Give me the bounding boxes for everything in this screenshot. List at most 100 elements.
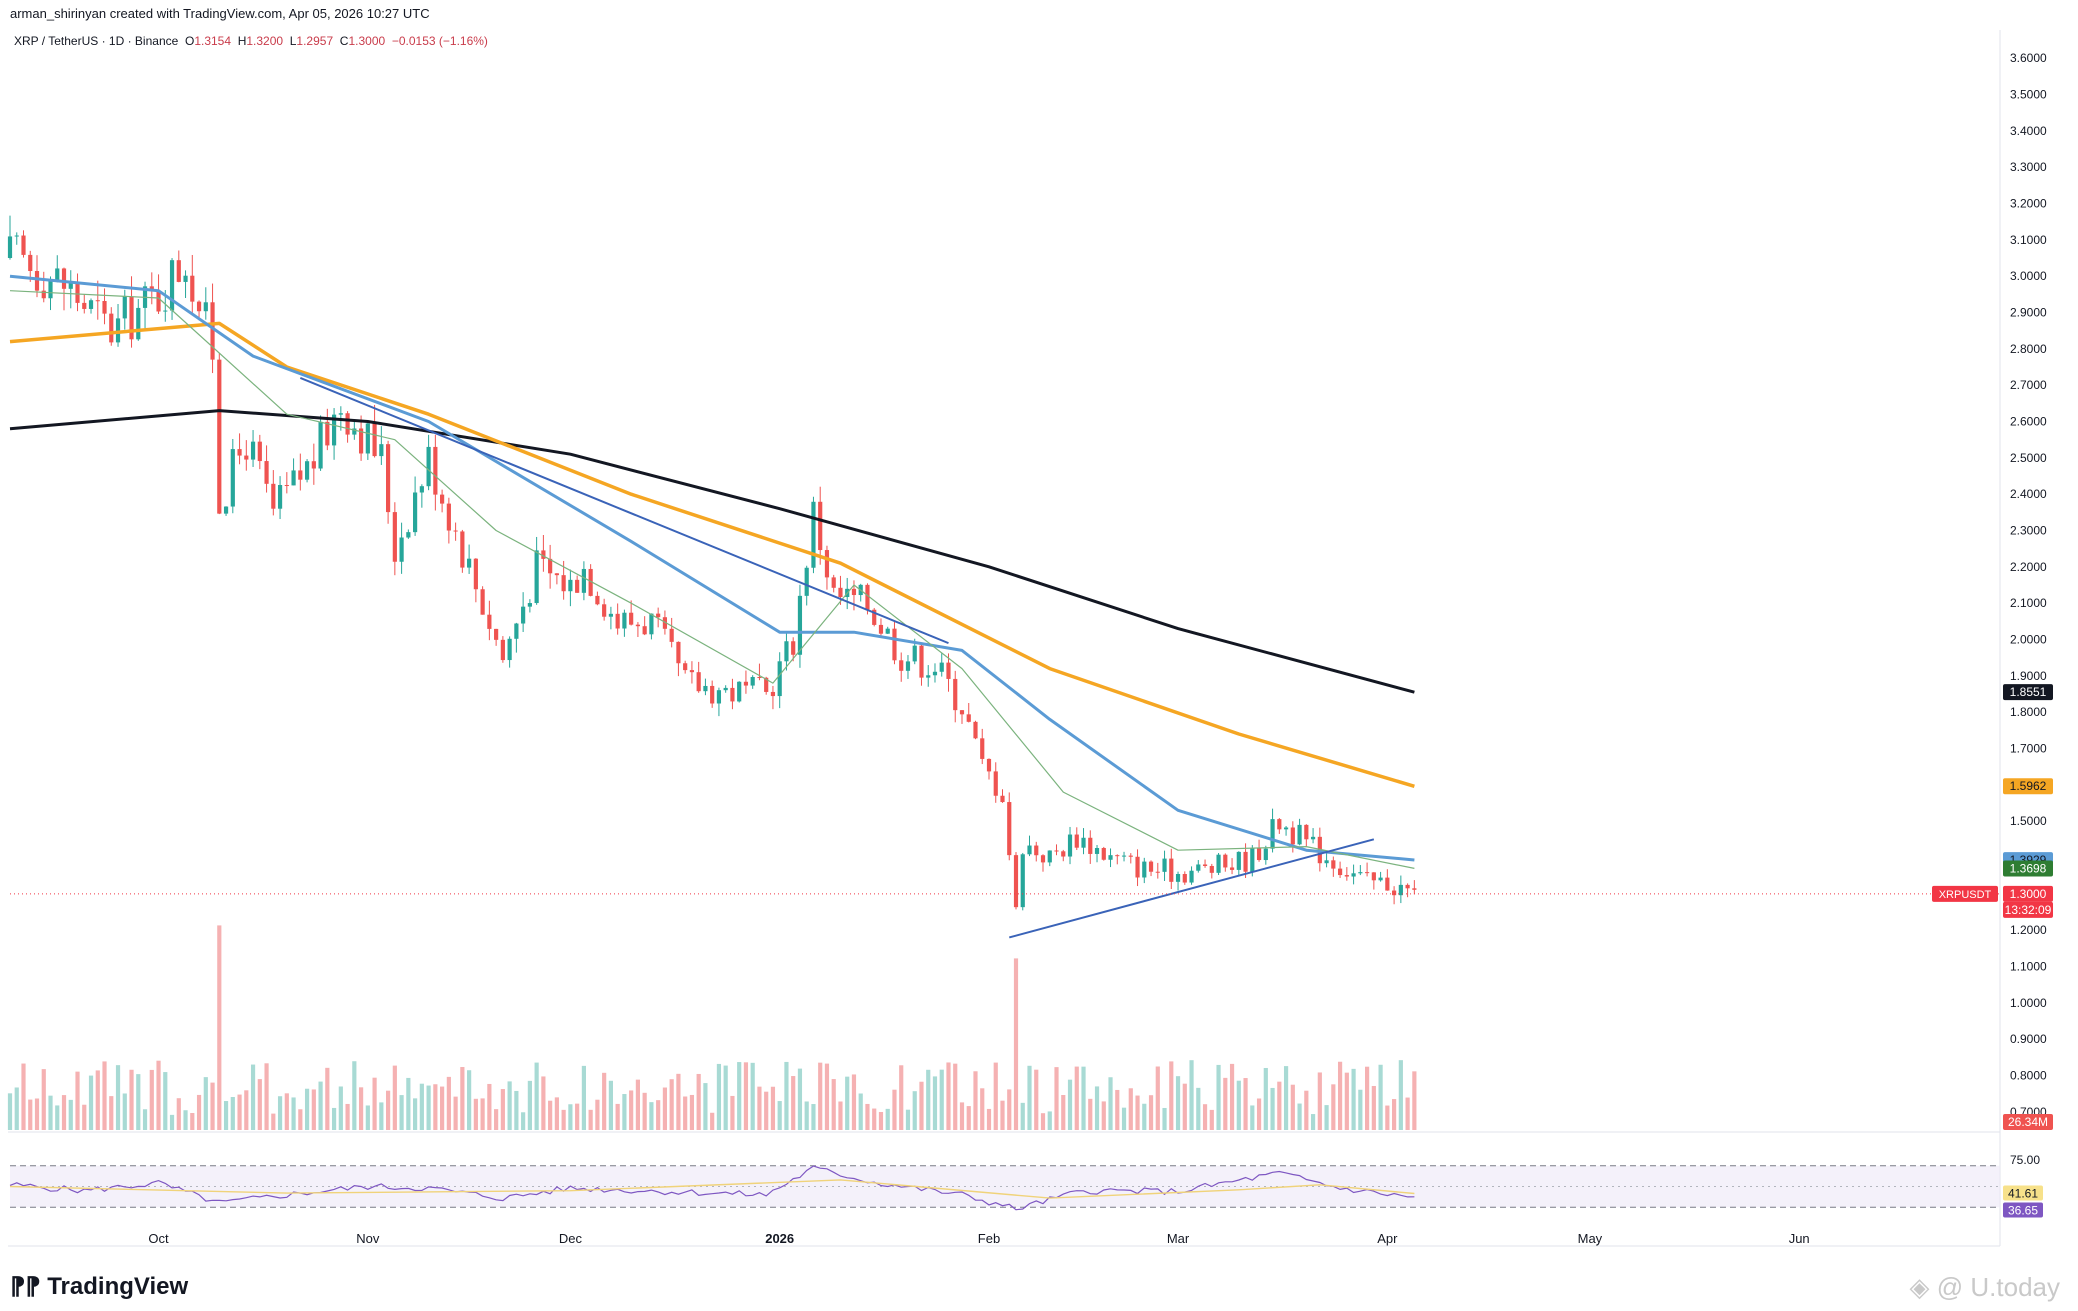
volume-bar — [331, 1107, 337, 1130]
volume-bar — [1385, 1105, 1390, 1130]
price-label: 1.3698 — [2010, 861, 2047, 875]
candle-body — [966, 714, 971, 722]
y-tick-label: 3.3000 — [2010, 160, 2047, 174]
volume-bar — [61, 1095, 67, 1130]
volume-bar — [365, 1105, 370, 1130]
candle-body — [28, 254, 33, 272]
candle-body — [764, 677, 769, 692]
ohlc-low-label: L — [289, 34, 297, 48]
volume-bar — [1081, 1066, 1086, 1130]
symbol-name[interactable]: XRP / TetherUS · 1D · Binance — [14, 34, 179, 48]
volume-bar — [966, 1106, 971, 1130]
candle-body — [1243, 851, 1248, 872]
candle-body — [743, 681, 749, 686]
rsi-ma-label-bg — [2003, 1185, 2043, 1201]
candle-body — [980, 738, 985, 759]
candle-body — [1270, 819, 1275, 849]
volume-bar — [271, 1113, 276, 1130]
ohlc-change-value: −0.0153 (−1.16%) — [391, 34, 488, 48]
volume-bar — [298, 1109, 303, 1130]
candle-body — [662, 617, 668, 629]
candle-body — [1250, 848, 1255, 872]
candle-body — [521, 606, 526, 624]
volume-bar — [791, 1076, 796, 1130]
volume-bar — [1088, 1098, 1093, 1130]
candle-body — [440, 494, 445, 504]
volume-bar — [453, 1096, 458, 1130]
candle-body — [622, 612, 627, 629]
candle-body — [250, 441, 256, 460]
volume-bar — [1196, 1087, 1201, 1130]
candle-body — [750, 677, 755, 686]
candle-body — [1101, 848, 1106, 860]
candle-body — [635, 624, 641, 627]
volume-bar — [460, 1067, 465, 1130]
candle-body — [331, 414, 337, 446]
candle-body — [460, 531, 465, 568]
volume-bar — [82, 1104, 87, 1130]
volume-bar — [291, 1097, 296, 1130]
y-tick-label: 1.7000 — [2010, 742, 2047, 756]
candle-body — [1378, 877, 1383, 881]
candle-body — [1155, 871, 1160, 873]
candle-body — [824, 550, 830, 578]
price-label-bg — [2003, 778, 2053, 795]
candle-body — [737, 681, 742, 702]
volume-bar — [311, 1089, 316, 1130]
ma200-line — [9, 409, 1415, 694]
volume-bar — [183, 1110, 188, 1130]
y-tick-label: 2.7000 — [2010, 378, 2047, 392]
volume-bar — [689, 1094, 695, 1130]
candle-body — [811, 501, 816, 568]
y-tick-label: 2.4000 — [2010, 487, 2047, 501]
volume-bar — [494, 1109, 499, 1130]
candle-body — [338, 413, 343, 415]
candle-body — [892, 628, 897, 661]
candle-body — [68, 283, 73, 289]
price-label-bg — [2003, 885, 2053, 902]
volume-bar — [757, 1086, 762, 1130]
volume-bar — [919, 1081, 924, 1130]
volume-bar — [1297, 1103, 1302, 1130]
candle-body — [21, 235, 26, 255]
volume-bar — [1270, 1087, 1275, 1130]
volume-bar — [561, 1109, 566, 1130]
y-tick-label: 3.5000 — [2010, 88, 2047, 102]
candle-body — [1223, 854, 1228, 868]
volume-bar — [1317, 1072, 1322, 1130]
candle-body — [345, 413, 350, 435]
volume-bar — [1392, 1099, 1397, 1130]
candle-body — [1047, 850, 1052, 863]
volume-bar — [622, 1094, 627, 1130]
volume-bar — [602, 1072, 607, 1130]
volume-bar — [190, 1113, 195, 1130]
candle-body — [1385, 877, 1390, 891]
volume-bar — [1304, 1090, 1309, 1130]
volume-bar — [737, 1062, 742, 1130]
x-tick-label: Oct — [148, 1231, 169, 1246]
volume-bar — [656, 1100, 661, 1130]
volume-bar — [784, 1061, 789, 1130]
candle-body — [730, 687, 735, 702]
symbol-legend: XRP / TetherUS · 1D · Binance O1.3154 H1… — [14, 34, 488, 48]
y-tick-label: 2.9000 — [2010, 306, 2047, 320]
volume-label: 26.34M — [2008, 1115, 2048, 1129]
candle-body — [196, 301, 202, 312]
volume-bar — [912, 1091, 917, 1130]
candle-body — [939, 662, 944, 672]
volume-bar — [129, 1069, 134, 1130]
candle-body — [325, 421, 330, 446]
tradingview-logo[interactable]: ⁋⁋ TradingView — [10, 1272, 188, 1301]
rsi-value-label-bg — [2003, 1202, 2043, 1218]
tradingview-logo-icon: ⁋⁋ — [10, 1273, 41, 1300]
candle-body — [237, 449, 242, 456]
candle-body — [304, 461, 310, 480]
volume-bar — [55, 1105, 60, 1130]
candle-body — [1027, 845, 1032, 855]
volume-bar — [811, 1104, 816, 1130]
volume-bar — [642, 1092, 647, 1130]
volume-bar — [973, 1071, 978, 1130]
volume-bar — [838, 1101, 843, 1130]
candle-body — [48, 280, 53, 299]
